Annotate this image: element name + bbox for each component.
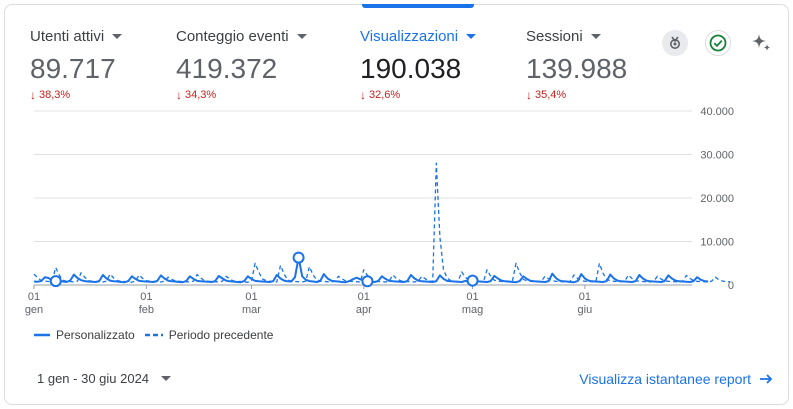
x-tick-day: 01 — [466, 291, 478, 303]
sparkle-icon[interactable] — [748, 30, 774, 56]
series-line-previous-period — [33, 162, 730, 283]
legend-dashed-line-icon — [144, 333, 163, 337]
active-tab-indicator — [362, 4, 474, 8]
x-tick-month: feb — [139, 304, 154, 316]
chart-legend: Personalizzato Periodo precedente — [34, 328, 283, 342]
x-tick-month: mar — [242, 304, 261, 316]
annotation-marker[interactable] — [292, 251, 305, 264]
legend-label: Periodo precedente — [168, 328, 274, 342]
insights-badge-icon[interactable] — [662, 30, 688, 56]
metric-tab-sessions[interactable]: Sessioni 139.988 ↓ 35,4% — [526, 26, 628, 103]
x-tick-day: 01 — [28, 291, 40, 303]
annotation-marker[interactable] — [49, 275, 62, 288]
metric-label: Utenti attivi — [30, 26, 123, 46]
metric-value: 89.717 — [30, 53, 116, 84]
legend-item-current: Personalizzato — [34, 328, 135, 342]
x-tick-month: apr — [356, 304, 372, 316]
metric-label: Conteggio eventi — [176, 26, 307, 46]
view-snapshot-report-link[interactable]: Visualizza istantanee report — [579, 371, 773, 387]
arrow-down-icon: ↓ — [526, 88, 532, 102]
x-tick-month: gen — [25, 304, 43, 316]
check-circle-icon[interactable] — [705, 30, 731, 56]
caret-down-icon — [590, 33, 601, 39]
y-tick-label: 0 — [728, 280, 734, 292]
x-tick-day: 01 — [245, 291, 257, 303]
metric-tab-event-count[interactable]: Conteggio eventi 419.372 ↓ 34,3% — [176, 26, 307, 102]
legend-item-previous: Periodo precedente — [144, 328, 274, 342]
metric-tab-views[interactable]: Visualizzazioni 190.038 ↓ 32,6% — [360, 26, 477, 102]
metric-delta: ↓ 38,3% — [30, 88, 71, 102]
metric-label: Visualizzazioni — [360, 26, 477, 46]
metric-label: Sessioni — [526, 26, 627, 46]
visualizations-card — [4, 4, 789, 405]
x-tick-month: mag — [462, 304, 483, 316]
x-tick-day: 01 — [140, 291, 152, 303]
metric-value: 419.372 — [176, 53, 278, 84]
arrow-down-icon: ↓ — [176, 88, 182, 102]
metric-value: 190.038 — [360, 53, 462, 84]
y-tick-label: 40.000 — [700, 106, 734, 118]
arrow-down-icon: ↓ — [360, 88, 366, 102]
caret-down-icon — [112, 33, 123, 39]
annotation-marker[interactable] — [466, 274, 479, 287]
metric-value: 139.988 — [526, 53, 628, 84]
caret-down-icon — [296, 33, 307, 39]
legend-label: Personalizzato — [56, 328, 135, 342]
y-tick-label: 20.000 — [700, 193, 734, 205]
x-tick-day: 01 — [358, 291, 370, 303]
metric-tab-active-users[interactable]: Utenti attivi 89.717 ↓ 38,3% — [30, 26, 123, 102]
annotation-marker[interactable] — [361, 275, 374, 288]
y-tick-label: 10.000 — [700, 237, 734, 249]
report-link-label: Visualizza istantanee report — [579, 371, 751, 387]
legend-solid-line-icon — [34, 333, 50, 337]
caret-down-icon — [466, 33, 477, 39]
metric-delta: ↓ 32,6% — [360, 88, 401, 102]
metric-delta: ↓ 34,3% — [176, 88, 217, 102]
y-tick-label: 30.000 — [700, 150, 734, 162]
caret-down-icon — [161, 376, 172, 381]
metric-delta: ↓ 35,4% — [526, 88, 567, 102]
arrow-down-icon: ↓ — [30, 88, 36, 102]
date-range-label: 1 gen - 30 giu 2024 — [37, 371, 150, 386]
x-tick-month: giu — [578, 304, 593, 316]
arrow-right-icon — [760, 374, 773, 384]
date-range-selector[interactable]: 1 gen - 30 giu 2024 — [37, 371, 172, 386]
x-tick-day: 01 — [579, 291, 591, 303]
